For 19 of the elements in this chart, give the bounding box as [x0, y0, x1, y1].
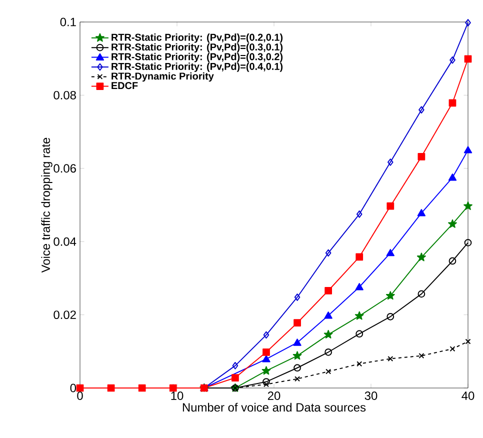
- y-tick-label: 0.06: [54, 164, 76, 173]
- x-tick-label: 0: [77, 392, 83, 400]
- y-tick-label: 0.08: [54, 90, 76, 100]
- legend-label: RTR-Static Priority: (Pv,Pd)=(0.3,0.1): [112, 43, 283, 52]
- x-tick-label: 10: [171, 392, 184, 400]
- y-tick-label: 0.02: [54, 310, 76, 320]
- x-tick-label: 20: [268, 392, 280, 400]
- legend-label: RTR-Static Priority: (Pv,Pd)=(0.4,0.1): [112, 62, 283, 72]
- y-axis-title: Voice traffic dropping rate: [41, 138, 52, 273]
- legend-label: RTR-Dynamic Priority: [112, 72, 214, 82]
- legend-label: RTR-Static Priority: (Pv,Pd)=(0.3,0.2): [112, 52, 283, 62]
- legend-label: RTR-Static Priority: (Pv,Pd)=(0.2,0.1): [112, 34, 283, 43]
- y-tick-label: 0.04: [54, 237, 76, 246]
- y-tick-label: 0: [70, 384, 76, 392]
- x-tick-label: 40: [462, 392, 474, 400]
- y-tick-label: 0.1: [60, 18, 76, 26]
- legend-label: EDCF: [112, 82, 138, 90]
- x-tick-label: 30: [364, 392, 378, 400]
- x-axis-title: Number of voice and Data sources: [182, 402, 366, 412]
